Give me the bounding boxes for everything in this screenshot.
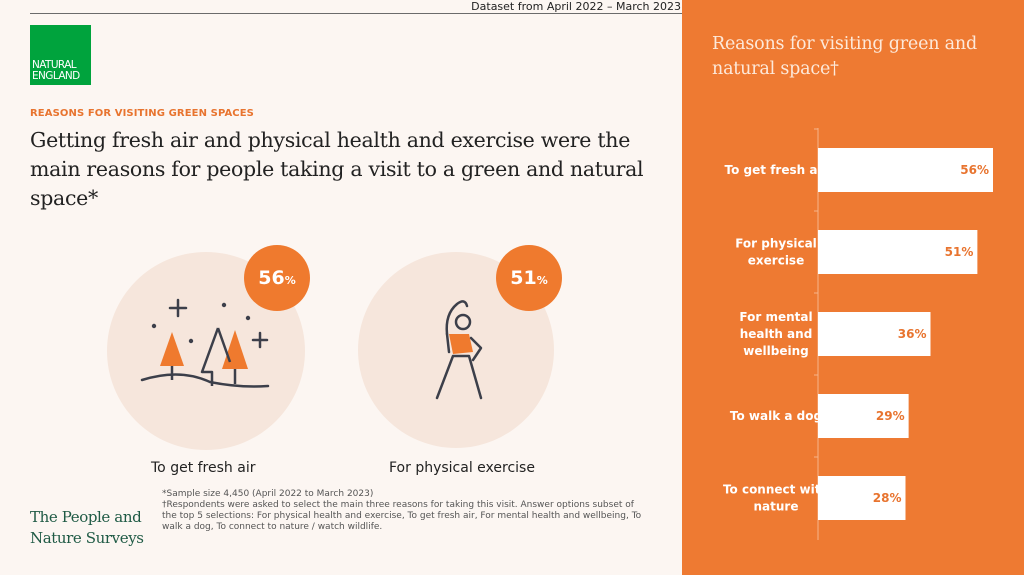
dataset-note: Dataset from April 2022 – March 2023 (471, 0, 681, 13)
category-label-1-1: exercise (748, 254, 804, 268)
section-eyebrow: REASONS FOR VISITING GREEN SPACES (30, 108, 254, 119)
category-label-1-0: For physical (735, 237, 817, 251)
bar-0 (818, 148, 993, 192)
headline: Getting fresh air and physical health an… (30, 128, 644, 210)
bar-4 (818, 476, 906, 520)
category-label-2-0: For mental (739, 310, 812, 324)
stat-caption-exercise: For physical exercise (389, 460, 535, 476)
category-label-0-0: To get fresh air (725, 163, 828, 177)
bar-value-label-0: 56% (960, 163, 989, 177)
logo-line-2: ENGLAND (32, 70, 80, 82)
category-label-3-0: To walk a dog (730, 409, 822, 423)
bar-value-label-4: 28% (873, 491, 902, 505)
brand-line-1: The People and (30, 508, 142, 526)
category-label-4-1: nature (754, 500, 799, 514)
stat-value-exercise: 51 (510, 267, 537, 289)
stretching-person-icon (425, 294, 495, 408)
survey-brand: The People and Nature Surveys (30, 507, 144, 549)
chart-title: Reasons for visiting green and natural s… (712, 34, 977, 79)
bar-value-label-3: 29% (876, 409, 905, 423)
bar-value-label-2: 36% (898, 327, 927, 341)
brand-line-2: Nature Surveys (30, 529, 144, 547)
category-label-2-2: wellbeing (743, 344, 808, 358)
bar-value-label-1: 51% (945, 245, 974, 259)
stat-unit-exercise: % (536, 274, 548, 287)
stat-unit-fresh-air: % (284, 274, 296, 287)
bar-3 (818, 394, 909, 438)
natural-england-logo: NATURAL ENGLAND (30, 25, 91, 85)
footnote-respondents: †Respondents were asked to select the ma… (162, 500, 642, 532)
stat-caption-fresh-air: To get fresh air (151, 460, 256, 476)
header-rule (30, 13, 682, 14)
bar-1 (818, 230, 978, 274)
stat-badge-fresh-air: 56% (244, 245, 310, 311)
stat-value-fresh-air: 56 (258, 267, 285, 289)
category-label-4-0: To connect with (723, 483, 829, 497)
bar-2 (818, 312, 931, 356)
category-label-2-1: health and (740, 327, 813, 341)
footnote: *Sample size 4,450 (April 2022 to March … (162, 489, 642, 533)
logo-line-1: NATURAL (32, 59, 77, 71)
trees-icon (140, 296, 275, 400)
footnote-sample-size: *Sample size 4,450 (April 2022 to March … (162, 489, 374, 499)
stat-badge-exercise: 51% (496, 245, 562, 311)
reasons-bar-chart: 56% To get fresh air 51% For physical exerci… (723, 128, 993, 540)
